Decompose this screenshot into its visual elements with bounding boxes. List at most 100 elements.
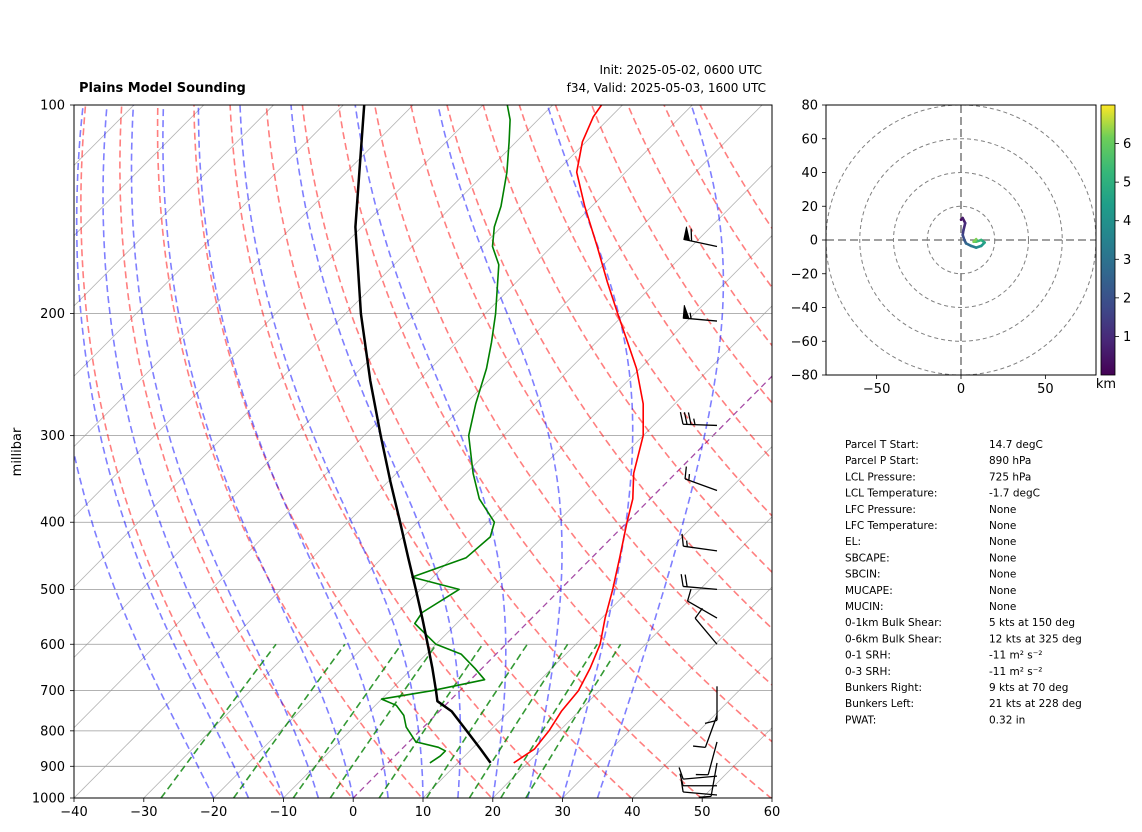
x-tick-label: −10 (270, 805, 297, 820)
parameter-value: None (989, 601, 1016, 613)
parameter-value: 9 kts at 70 deg (989, 682, 1068, 694)
parameter-value: 12 kts at 325 deg (989, 633, 1082, 645)
hodograph-y-tick-label: −60 (791, 335, 818, 350)
parameter-label: Bunkers Right: (845, 682, 922, 694)
dewpoint-profile (380, 105, 511, 764)
moist-adiabat-line (239, 105, 424, 798)
isotherm-line (74, 105, 624, 658)
parameter-value: 0.32 in (989, 714, 1025, 726)
hodograph-trace (959, 216, 986, 249)
colorbar-ticks: 1 2 3 4 5 6 (1115, 137, 1131, 345)
parameter-value: None (989, 504, 1016, 516)
barb-full (684, 466, 687, 479)
parameter-value: -11 m² s⁻² (989, 666, 1042, 678)
hodograph-x-tick-label: 50 (1037, 382, 1054, 397)
isotherm-line (631, 656, 772, 798)
barb-half (693, 418, 696, 425)
mixing-ratio-line (425, 643, 528, 798)
parameter-label: 0-1km Bulk Shear: (845, 617, 942, 629)
mixing-ratio-line (500, 643, 598, 798)
barb-full (683, 412, 688, 425)
mixing-ratio-line (160, 643, 277, 798)
y-tick-label: 500 (40, 583, 65, 598)
dry-adiabat-line (337, 105, 772, 798)
y-tick-label: 300 (40, 429, 65, 444)
isotherm-line (143, 164, 772, 798)
skewt-background-lines (74, 105, 772, 798)
barb-staff (707, 741, 718, 775)
parameter-label: SBCIN: (845, 569, 881, 581)
x-tick-label: 40 (624, 805, 641, 820)
barb-full (680, 574, 684, 587)
skewt-plot-area (74, 105, 772, 798)
moist-adiabat-line (162, 105, 354, 798)
barb-flag (682, 304, 690, 320)
skewt-plot: −40 −30 −20 −10 0 10 20 30 40 50 60 100 200 300 400 500… (10, 99, 780, 821)
chart-title: Plains Model Sounding (79, 81, 246, 96)
mixing-ratio-line (378, 643, 484, 798)
colorbar-tick-label: 3 (1123, 253, 1131, 268)
parameter-value: 725 hPa (989, 471, 1031, 483)
x-tick-label: 50 (694, 805, 711, 820)
colorbar-tick-label: 6 (1123, 137, 1131, 152)
wind-barb (684, 466, 718, 492)
isotherm-line (213, 235, 772, 798)
barb-full (679, 412, 684, 425)
parameter-label: LCL Temperature: (845, 488, 937, 500)
height-colorbar (1100, 104, 1116, 376)
hodograph-x-tick-label: 0 (957, 382, 965, 397)
parameter-label: 0-3 SRH: (845, 666, 891, 678)
barb-full (678, 767, 684, 780)
parameter-label: EL: (845, 536, 861, 548)
barb-full (681, 533, 684, 547)
barb-staff (683, 775, 718, 780)
mixing-ratio-line (525, 643, 622, 798)
hodograph-y-tick-label: −40 (791, 301, 818, 316)
moist-adiabat-line (290, 105, 462, 798)
wind-barb (683, 226, 718, 248)
hodograph-y-tick-label: −20 (791, 267, 818, 282)
moist-adiabat-line (197, 105, 389, 798)
dry-adiabat-line (301, 105, 703, 798)
y-tick-label: 800 (40, 724, 65, 739)
barb-staff (687, 600, 718, 619)
parameter-label: 0-6km Bulk Shear: (845, 633, 942, 645)
y-tick-label: 900 (40, 760, 65, 775)
parameter-label: Bunkers Left: (845, 698, 914, 710)
wind-barb (681, 533, 718, 552)
mixing-ratio-line (329, 643, 438, 798)
skewt-axes: −40 −30 −20 −10 0 10 20 30 40 50 60 100 200 300 400 500… (32, 99, 780, 821)
y-tick-label: 100 (40, 99, 65, 114)
barb-staff (682, 423, 718, 427)
hodograph-y-tick-label: 40 (801, 166, 818, 181)
hodograph-y-tick-label: 80 (801, 99, 818, 114)
x-tick-label: 20 (485, 805, 502, 820)
valid-time: f34, Valid: 2025-05-03, 1600 UTC (567, 81, 766, 95)
isotherm-line (74, 105, 554, 588)
parameter-value: None (989, 569, 1016, 581)
isotherm-line (562, 586, 772, 798)
parameter-table: Parcel T Start: 14.7 degC Parcel P Start: 8… (845, 439, 1082, 726)
parameter-label: Parcel P Start: (845, 455, 919, 467)
wind-barb (680, 779, 718, 796)
parameter-label: LFC Temperature: (845, 520, 938, 532)
dry-adiabat-line (410, 105, 772, 686)
barb-full (698, 795, 712, 798)
wind-barb (680, 574, 718, 591)
y-tick-label: 700 (40, 684, 65, 699)
parameter-value: 21 kts at 228 deg (989, 698, 1082, 710)
dry-adiabat-line (446, 105, 772, 630)
dry-adiabat-line (265, 105, 633, 798)
parameter-label: Parcel T Start: (845, 439, 919, 451)
parameter-value: 14.7 degC (989, 439, 1043, 451)
colorbar-tick-label: 5 (1123, 176, 1131, 191)
parameter-label: PWAT: (845, 714, 876, 726)
mixing-ratio-line (292, 643, 403, 798)
y-tick-label: 600 (40, 638, 65, 653)
parameter-label: SBCAPE: (845, 552, 890, 564)
wind-barbs (678, 226, 718, 798)
barb-staff (694, 617, 718, 645)
y-tick-label: 400 (40, 516, 65, 531)
parameter-value: -11 m² s⁻² (989, 650, 1042, 662)
